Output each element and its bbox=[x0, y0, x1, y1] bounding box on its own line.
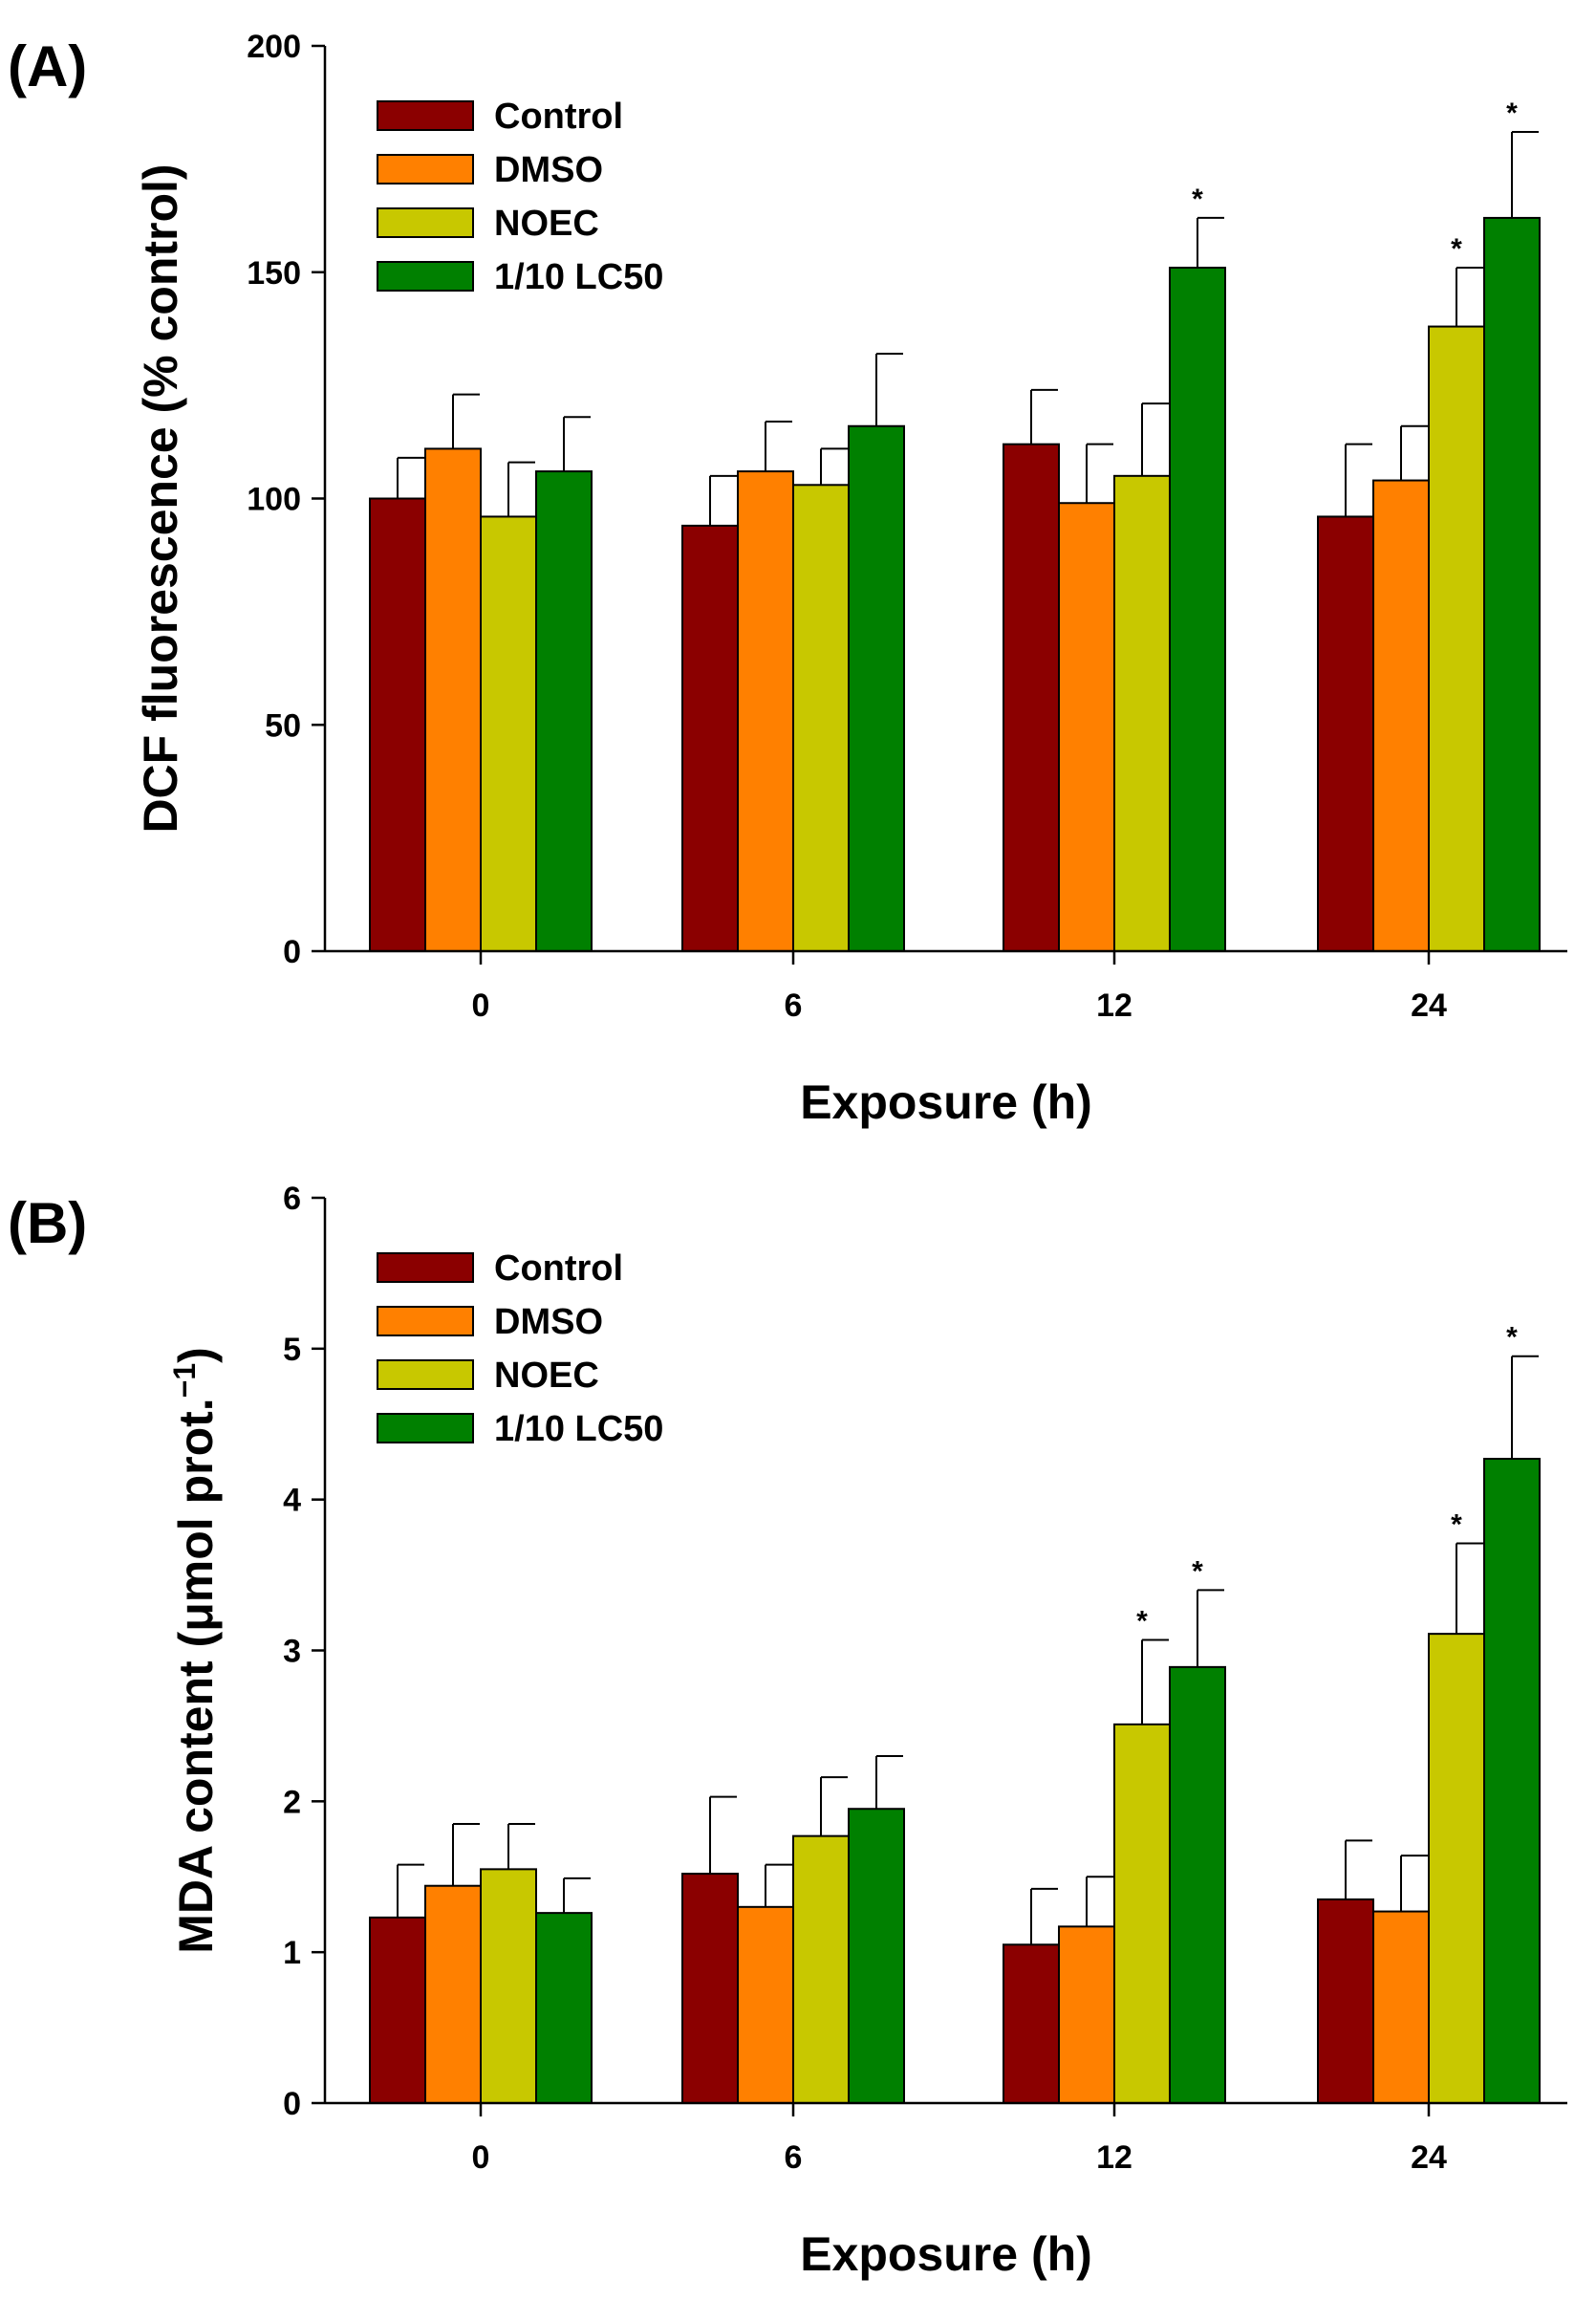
significance-marker: * bbox=[1451, 1508, 1462, 1540]
legend-swatch bbox=[377, 207, 474, 238]
significance-marker: * bbox=[1136, 1605, 1148, 1637]
legend-label: 1/10 LC50 bbox=[494, 1409, 663, 1449]
legend-label: DMSO bbox=[494, 1302, 603, 1342]
bar bbox=[535, 470, 593, 952]
bar bbox=[792, 1834, 850, 2104]
bar bbox=[1003, 443, 1060, 952]
x-axis-title: Exposure (h) bbox=[800, 2227, 1092, 2281]
significance-marker: * bbox=[1506, 98, 1518, 129]
y-tick-label: 0 bbox=[283, 934, 301, 970]
panel-label: (B) bbox=[8, 1191, 87, 1255]
legend-label: NOEC bbox=[494, 1356, 599, 1396]
bar bbox=[1428, 325, 1485, 952]
bar bbox=[1483, 1458, 1541, 2104]
bar bbox=[792, 484, 850, 952]
bar bbox=[1058, 1925, 1115, 2104]
legend-label: NOEC bbox=[494, 204, 599, 244]
x-tick-label: 24 bbox=[1411, 987, 1447, 1024]
y-axis-title-close: ) bbox=[169, 1347, 223, 1363]
y-tick-label: 50 bbox=[265, 707, 301, 744]
significance-marker: * bbox=[1451, 233, 1462, 265]
x-tick-label: 12 bbox=[1096, 987, 1132, 1024]
bar bbox=[369, 497, 426, 952]
significance-marker: * bbox=[1192, 184, 1203, 215]
x-tick-label: 0 bbox=[472, 2139, 490, 2176]
bar bbox=[1317, 1898, 1374, 2105]
bar bbox=[1058, 502, 1115, 952]
bar bbox=[1372, 479, 1430, 952]
y-tick-label: 0 bbox=[283, 2086, 301, 2122]
legend-swatch bbox=[377, 1359, 474, 1390]
legend-swatch bbox=[377, 261, 474, 292]
y-tick-label: 100 bbox=[247, 482, 301, 518]
bar bbox=[1169, 267, 1226, 952]
legend-label: Control bbox=[494, 97, 623, 137]
bar bbox=[848, 1808, 905, 2104]
y-tick-label: 2 bbox=[283, 1784, 301, 1820]
panel-label: (A) bbox=[8, 34, 87, 98]
legend-label: 1/10 LC50 bbox=[494, 257, 663, 297]
bar bbox=[1003, 1943, 1060, 2105]
significance-marker: * bbox=[1192, 1555, 1203, 1587]
bar bbox=[369, 1916, 426, 2104]
x-tick-label: 24 bbox=[1411, 2139, 1447, 2176]
x-axis-title: Exposure (h) bbox=[800, 1075, 1092, 1129]
legend-label: Control bbox=[494, 1248, 623, 1289]
bar bbox=[424, 1884, 482, 2104]
y-axis-title: MDA content (μmol prot.−1) bbox=[167, 1347, 223, 1954]
x-tick-label: 6 bbox=[785, 987, 803, 1024]
x-tick-label: 0 bbox=[472, 987, 490, 1024]
legend-label: DMSO bbox=[494, 150, 603, 190]
y-axis-title-superscript: −1 bbox=[167, 1363, 202, 1398]
bar bbox=[681, 524, 739, 952]
x-tick-label: 12 bbox=[1096, 2139, 1132, 2176]
bar bbox=[737, 1905, 794, 2104]
legend-swatch bbox=[377, 1252, 474, 1283]
bar bbox=[737, 470, 794, 952]
bar bbox=[681, 1873, 739, 2105]
bar bbox=[848, 424, 905, 952]
bar bbox=[1483, 216, 1541, 952]
bar bbox=[535, 1912, 593, 2104]
significance-marker: * bbox=[1506, 1322, 1518, 1354]
bar bbox=[1428, 1633, 1485, 2104]
legend-swatch bbox=[377, 154, 474, 184]
bar bbox=[1113, 474, 1171, 952]
chart-panel-a: (A) * * * 0 50 100 150 200 0 6 12 24 Exposure (h) DCF … bbox=[8, 29, 1567, 1129]
y-tick-label: 200 bbox=[247, 29, 301, 65]
bar bbox=[1113, 1723, 1171, 2105]
bar bbox=[1372, 1910, 1430, 2104]
y-axis-title: DCF fluorescence (% control) bbox=[134, 163, 187, 833]
legend-swatch bbox=[377, 1306, 474, 1336]
bar bbox=[424, 447, 482, 953]
x-tick-label: 6 bbox=[785, 2139, 803, 2176]
legend-swatch bbox=[377, 1413, 474, 1443]
bar bbox=[480, 515, 537, 952]
y-tick-label: 150 bbox=[247, 255, 301, 292]
y-tick-label: 6 bbox=[283, 1181, 301, 1217]
y-tick-label: 5 bbox=[283, 1332, 301, 1368]
bar bbox=[1169, 1665, 1226, 2105]
y-tick-label: 3 bbox=[283, 1634, 301, 1670]
y-tick-label: 4 bbox=[283, 1483, 301, 1519]
legend-swatch bbox=[377, 100, 474, 131]
y-tick-label: 1 bbox=[283, 1935, 301, 1971]
bar bbox=[1317, 515, 1374, 952]
bar bbox=[480, 1868, 537, 2104]
